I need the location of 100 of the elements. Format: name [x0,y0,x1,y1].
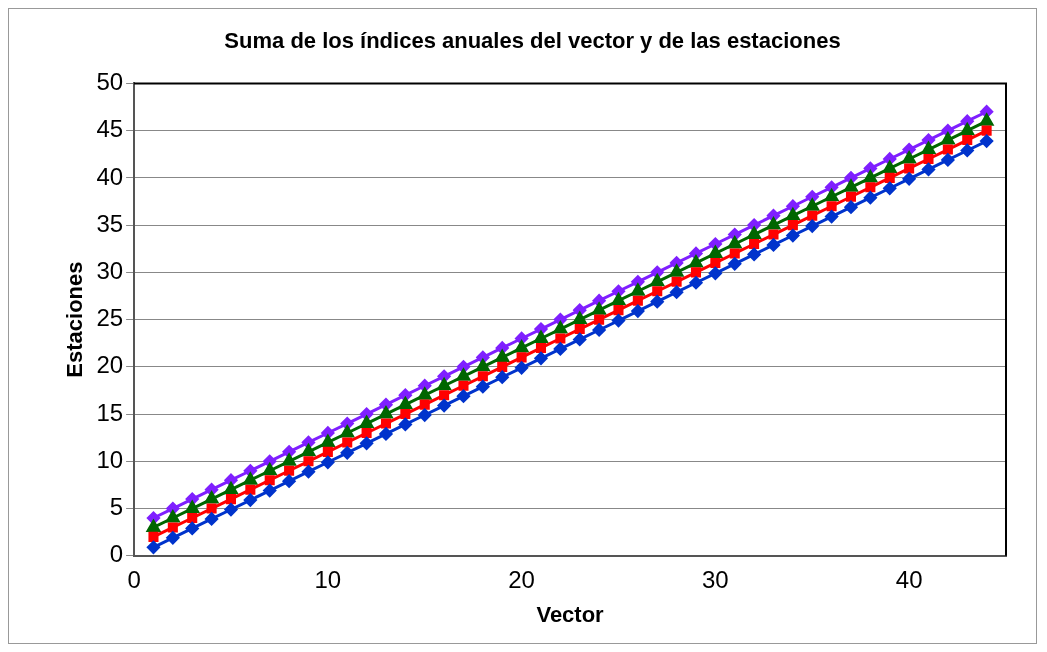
point [863,170,878,183]
point [535,342,547,353]
point [458,380,469,391]
point [671,276,682,287]
point [669,264,684,277]
point [301,444,316,457]
point [321,434,335,447]
point [206,503,217,514]
point [960,143,974,157]
point [477,371,488,382]
point [747,247,761,261]
point [650,274,664,287]
point [456,389,470,403]
point [708,245,723,258]
point [418,408,432,422]
point [146,540,160,554]
x-tick-label: 40 [895,565,923,593]
x-tick-label: 0 [127,565,141,593]
point [613,305,624,316]
point [439,390,450,401]
point [710,257,721,268]
point [883,181,897,195]
point [826,201,837,212]
point [786,229,800,243]
point [264,475,275,486]
point [245,484,256,495]
point [301,435,315,449]
x-axis-title: Vector [536,601,605,627]
y-tick-label: 0 [109,540,124,568]
y-tick-label: 20 [96,351,124,379]
point [148,531,159,542]
point [361,427,372,439]
point [979,113,994,126]
point [224,503,238,517]
point [980,134,994,148]
point [167,522,178,533]
point [883,160,897,173]
point [263,484,277,498]
point [224,482,238,495]
point [962,135,973,146]
point [185,521,199,535]
point [187,512,198,524]
point [284,465,295,476]
point [534,331,548,343]
point [690,267,702,278]
point [805,198,819,211]
y-axis-title: Estaciones [62,261,88,378]
point [243,472,258,485]
point [902,151,916,164]
point [708,266,722,280]
point [942,144,953,155]
point [904,163,915,174]
point [476,359,490,372]
point [573,332,587,346]
point [923,153,934,165]
point [301,465,315,479]
point [514,340,529,353]
point [205,512,219,526]
point [398,397,413,410]
point [340,425,354,438]
point [787,220,798,231]
point [340,446,354,460]
point [865,182,876,193]
point [497,361,508,372]
point [476,380,490,394]
point [303,456,314,467]
point [282,474,296,488]
y-tick-label: 15 [96,398,124,426]
point [555,333,566,344]
point [670,285,684,299]
point [689,276,703,290]
point [398,417,412,431]
point [768,229,779,240]
point [728,236,742,249]
point [225,494,237,505]
y-tick-label: 50 [96,68,124,96]
point [515,361,529,375]
point [594,314,605,325]
point [844,200,858,214]
point [146,519,161,532]
point [631,283,645,296]
point [807,210,818,221]
y-tick-label: 5 [109,493,124,521]
point [185,501,199,514]
point [342,437,353,448]
point [981,125,992,136]
point [728,257,742,271]
point [573,312,587,325]
point [611,314,625,328]
point [553,342,567,356]
point [379,406,393,419]
point [534,351,548,365]
point [729,248,740,259]
point [282,453,296,466]
point [960,123,974,136]
point [360,436,374,450]
point [747,227,761,240]
point [419,399,430,410]
point [166,510,180,523]
point [516,352,527,363]
